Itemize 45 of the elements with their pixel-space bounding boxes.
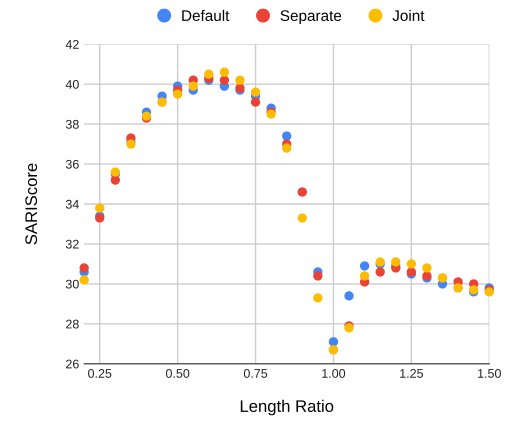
point [328, 337, 338, 346]
x-tick-label: 0.50 [166, 368, 190, 378]
point [95, 203, 104, 213]
point [422, 263, 432, 273]
point [406, 259, 416, 269]
y-tick-label: 42 [66, 40, 79, 49]
legend-label: Separate [280, 10, 342, 24]
point [80, 275, 89, 285]
legend-label: Default [182, 10, 230, 22]
point [220, 68, 230, 77]
y-tick-label: 38 [66, 120, 79, 129]
y-tick-label: 26 [66, 360, 79, 368]
point [313, 293, 323, 303]
point [282, 131, 292, 141]
y-tick-label: 28 [66, 320, 79, 328]
point [313, 271, 323, 281]
point [204, 70, 214, 79]
point [188, 81, 198, 91]
point [360, 261, 370, 271]
y-tick-label: 40 [66, 80, 79, 89]
point [282, 143, 292, 153]
point [220, 75, 230, 85]
legend-label: Joint [392, 10, 424, 22]
y-tick-label: 34 [66, 200, 79, 209]
x-tick-label: 0.25 [88, 368, 112, 378]
point [235, 75, 245, 85]
point [360, 271, 370, 281]
x-axis-title: Length Ratio [240, 400, 334, 416]
point [172, 89, 182, 99]
y-tick-label: 36 [66, 160, 79, 169]
point [391, 257, 400, 267]
point [250, 97, 260, 107]
y-tick-label: 30 [66, 280, 79, 289]
point [344, 291, 354, 301]
x-tick-label: 0.75 [244, 368, 268, 378]
point [80, 263, 89, 273]
y-tick-label: 32 [66, 240, 79, 249]
x-tick-label: 1.50 [478, 368, 501, 378]
point [250, 87, 260, 97]
x-tick-label: 1.25 [400, 368, 423, 378]
x-tick-label: 1.00 [322, 368, 346, 378]
point [376, 267, 385, 277]
point [110, 175, 120, 185]
point [298, 213, 307, 223]
y-axis-title: SARIScore [25, 164, 38, 244]
